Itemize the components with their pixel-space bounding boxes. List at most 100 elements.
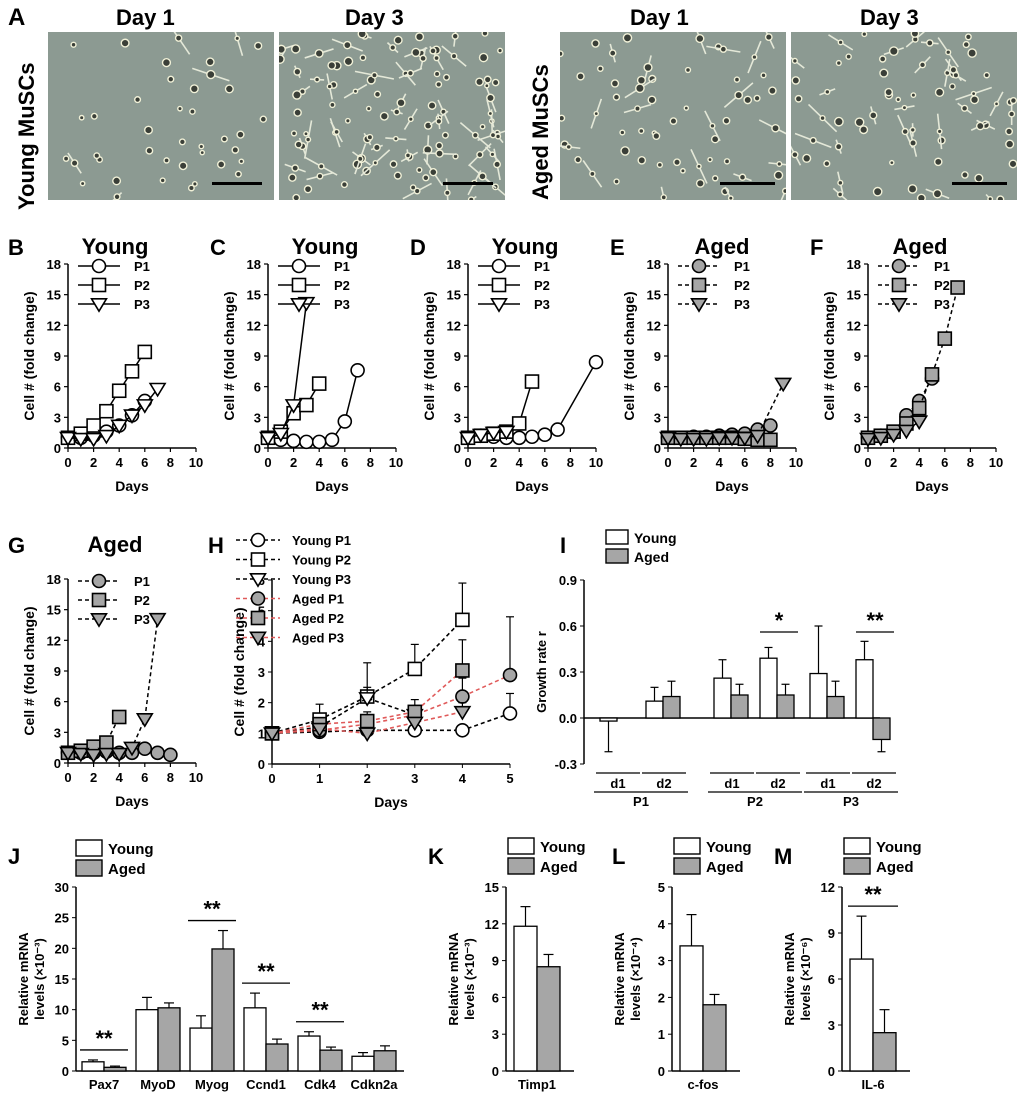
panel-title: Young — [292, 234, 359, 259]
cell-mark — [738, 173, 747, 181]
legend-label: Young — [876, 839, 922, 856]
cell-mark — [187, 184, 195, 192]
cell-mark — [634, 105, 641, 112]
cell-mark — [478, 52, 489, 63]
y-tick-label: 18 — [47, 572, 61, 587]
cell-mark — [343, 40, 352, 50]
cell-mark — [178, 138, 186, 146]
y-tick-label: 25 — [55, 911, 69, 926]
legend-marker — [291, 277, 307, 293]
legend-label: Aged P3 — [292, 631, 344, 646]
legend-label: Young — [540, 839, 586, 856]
cell-mark — [372, 159, 379, 166]
series-line — [271, 712, 511, 735]
cell-mark — [254, 41, 263, 50]
y-axis-label: Relative mRNA — [446, 932, 461, 1026]
bar — [189, 1027, 213, 1072]
data-point — [407, 661, 423, 677]
cell-mark — [888, 46, 899, 56]
data-point — [511, 430, 527, 446]
x-tick-label: 6 — [141, 770, 148, 785]
legend-marker — [890, 297, 908, 313]
data-point — [59, 746, 77, 762]
scale-bar — [443, 182, 493, 185]
x-tick-label: 10 — [189, 455, 203, 470]
data-point — [350, 363, 365, 378]
cell-mark — [961, 171, 969, 179]
y-tick-label: 3 — [492, 1027, 499, 1042]
cell-mark — [622, 33, 633, 43]
cell-mark — [134, 96, 142, 104]
y-tick-label: 9 — [254, 349, 261, 364]
cell-mark — [422, 174, 430, 182]
legend-label: Young P2 — [292, 553, 351, 568]
y-tick-label: 6 — [654, 380, 661, 395]
cell-mark — [901, 104, 908, 111]
y-axis-label: levels (×10⁻³) — [32, 938, 47, 1020]
x-tick-label: 6 — [741, 455, 748, 470]
cell-mark — [206, 69, 216, 80]
cell-mark — [279, 54, 285, 64]
cell-mark — [901, 127, 909, 136]
x-tick-label: 4 — [116, 770, 124, 785]
y-tick-label: 12 — [247, 318, 261, 333]
micrograph-young-day1 — [48, 32, 274, 200]
cell-mark — [303, 184, 313, 194]
data-point — [137, 741, 153, 756]
data-point — [723, 431, 741, 447]
cell-mark — [597, 65, 604, 72]
significance-mark: ** — [203, 897, 221, 922]
x-tick-label: 0 — [464, 455, 471, 470]
cell-mark — [422, 145, 433, 155]
cell-mark — [802, 153, 812, 163]
young-day1-header: Day 1 — [116, 5, 175, 30]
legend-label: Aged — [876, 859, 914, 876]
data-point — [455, 689, 470, 704]
legend-marker — [249, 572, 267, 588]
data-point — [897, 424, 916, 440]
y-tick-label: 15 — [647, 288, 661, 303]
data-point — [455, 612, 470, 628]
significance-mark: * — [775, 608, 784, 633]
legend-swatch — [75, 859, 103, 877]
data-point — [150, 745, 165, 761]
cell-mark — [895, 96, 902, 103]
x-tick-label: 0 — [64, 770, 71, 785]
cell-mark — [872, 186, 883, 197]
cell-mark — [637, 155, 647, 165]
legend-marker — [691, 258, 707, 274]
y-tick-label: -0.3 — [555, 757, 577, 772]
significance-mark: ** — [311, 998, 329, 1023]
data-point — [659, 431, 677, 447]
cell-mark — [684, 66, 692, 74]
data-point — [135, 713, 154, 728]
cell-mark — [964, 33, 972, 41]
x-tick-label: 8 — [967, 455, 974, 470]
data-point — [135, 399, 154, 414]
y-tick-label: 5 — [658, 880, 665, 895]
cell-mark — [198, 143, 205, 150]
data-point — [148, 382, 167, 398]
legend-marker — [91, 277, 107, 293]
legend-marker — [90, 297, 108, 313]
x-tick-label: 6 — [141, 455, 148, 470]
cell-mark — [1005, 139, 1015, 149]
cell-mark — [619, 129, 626, 136]
cell-mark — [869, 111, 878, 120]
cell-mark — [343, 56, 354, 67]
x-axis-label: Days — [115, 793, 149, 809]
cell-mark — [415, 32, 425, 42]
sub-group-label: d1 — [610, 776, 625, 791]
legend-label: P1 — [334, 259, 350, 274]
x-axis-label: Days — [915, 478, 949, 494]
cell-mark — [199, 149, 206, 156]
cell-mark — [643, 62, 653, 73]
cell-mark — [591, 39, 600, 48]
data-point — [99, 735, 114, 750]
y-tick-label: 18 — [247, 257, 261, 272]
cell-mark — [178, 161, 188, 171]
bar — [351, 1055, 375, 1072]
data-point — [263, 727, 281, 743]
cell-mark — [220, 135, 228, 143]
x-tick-label: 4 — [716, 455, 724, 470]
